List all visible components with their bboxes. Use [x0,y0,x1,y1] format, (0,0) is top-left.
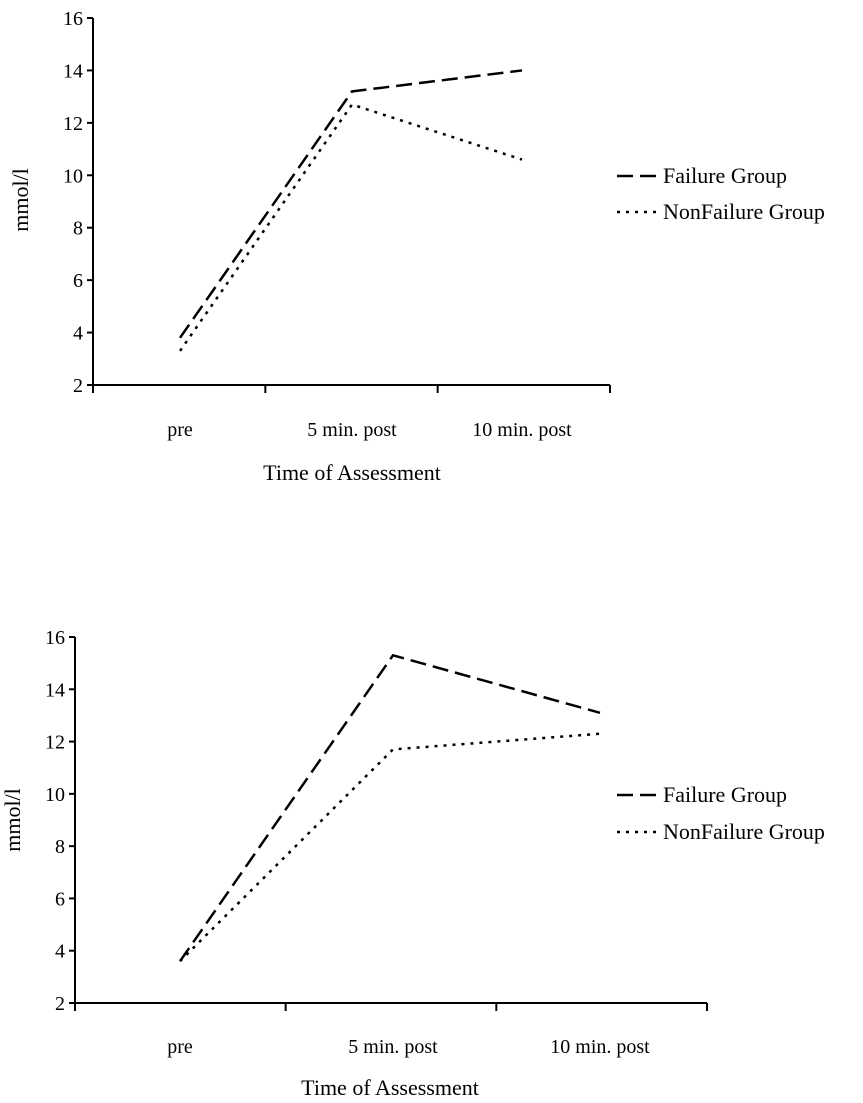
y-tick-label: 14 [63,60,83,82]
chart-bottom: 2 4 6 8 10 12 14 16 pre 5 min. post 10 min. post Ti… [0,627,825,1100]
legend-label: NonFailure Group [663,199,825,224]
x-tick-label: 10 min. post [472,419,572,441]
chart-top: 2 4 6 8 10 12 14 16 pre 5 min. post 10 min. post Ti… [8,8,825,485]
x-axis-title: Time of Assessment [263,460,441,485]
y-tick-label: 10 [63,165,83,187]
y-tick-label: 16 [45,627,65,649]
series-line-nonfailure [179,732,601,963]
y-axis-title: mmol/l [0,788,25,852]
legend-label: Failure Group [663,163,787,188]
x-tick-label: 5 min. post [348,1036,438,1058]
y-tick-label: 4 [73,323,83,345]
y-tick-label: 14 [45,679,65,701]
y-tick-label: 6 [73,270,83,292]
y-tick-label: 4 [55,941,65,963]
x-tick-label: pre [167,1036,193,1058]
x-tick-label: 5 min. post [307,419,397,441]
y-tick-label: 12 [63,113,83,135]
legend-label: Failure Group [663,782,787,807]
y-tick-label: 12 [45,732,65,754]
y-tick-label: 8 [55,836,65,858]
x-tick-label: pre [167,419,193,441]
y-tick-label: 16 [63,8,83,30]
y-tick-label: 10 [45,784,65,806]
y-tick-label: 8 [73,218,83,240]
series-line-nonfailure [178,103,523,352]
y-tick-label: 2 [55,993,65,1015]
y-axis-title: mmol/l [8,168,33,232]
y-tick-label: 2 [73,375,83,397]
x-axis-title: Time of Assessment [301,1075,479,1100]
series-line-failure [178,69,523,339]
y-tick-label: 6 [55,888,65,910]
series-line-failure [178,653,601,962]
x-tick-label: 10 min. post [550,1036,650,1058]
legend-label: NonFailure Group [663,819,825,844]
